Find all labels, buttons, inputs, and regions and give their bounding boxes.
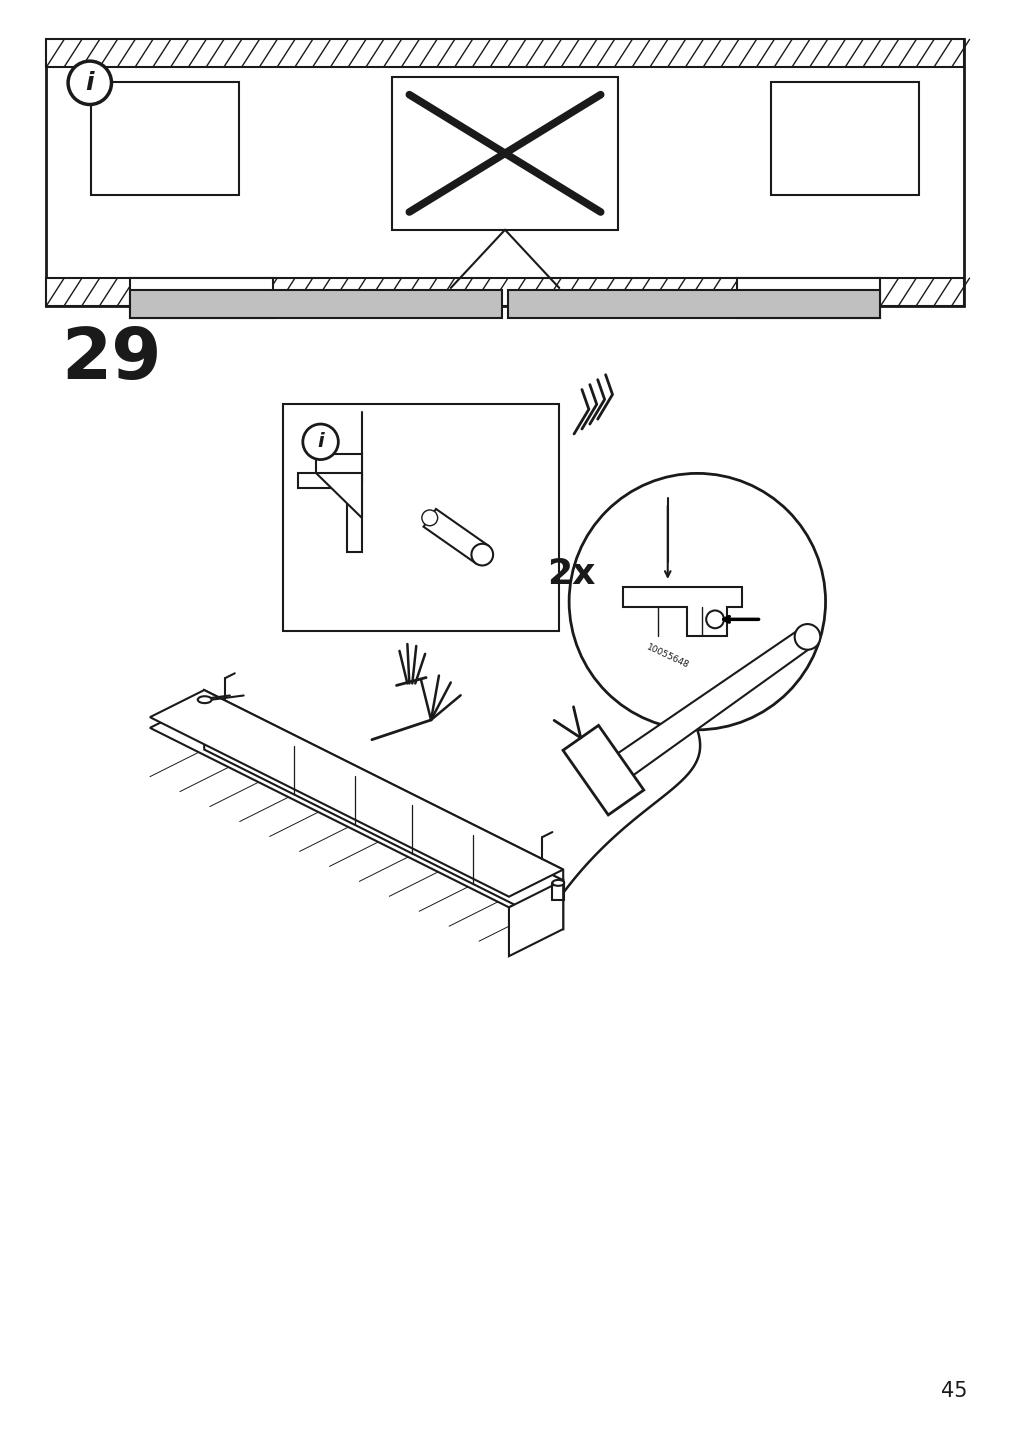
Circle shape: [471, 544, 492, 566]
Polygon shape: [297, 454, 362, 553]
Polygon shape: [623, 587, 741, 636]
Bar: [130, 289, 501, 318]
Polygon shape: [562, 726, 643, 815]
Bar: [91, 82, 239, 195]
Bar: [736, 278, 879, 318]
Circle shape: [568, 474, 825, 730]
Bar: [130, 278, 273, 318]
Polygon shape: [204, 690, 563, 881]
Polygon shape: [150, 690, 563, 896]
Text: i: i: [317, 432, 324, 451]
Circle shape: [68, 62, 111, 105]
Text: 29: 29: [61, 325, 162, 394]
Ellipse shape: [197, 696, 211, 703]
Bar: [47, 40, 962, 305]
Polygon shape: [204, 700, 563, 929]
Polygon shape: [589, 629, 813, 795]
Bar: [770, 82, 918, 195]
Circle shape: [794, 624, 820, 650]
Circle shape: [302, 424, 338, 460]
Circle shape: [706, 610, 723, 629]
Circle shape: [817, 137, 828, 149]
Bar: [391, 77, 618, 229]
Polygon shape: [150, 700, 563, 908]
Bar: [47, 278, 962, 305]
Text: 10055648: 10055648: [644, 643, 690, 670]
Text: 45: 45: [939, 1380, 967, 1400]
Circle shape: [422, 510, 437, 526]
Text: i: i: [85, 70, 94, 95]
Bar: [47, 40, 962, 67]
Circle shape: [467, 158, 480, 170]
Polygon shape: [315, 474, 362, 518]
Bar: [508, 289, 879, 318]
Text: 2x: 2x: [547, 557, 595, 591]
Circle shape: [137, 137, 149, 149]
Ellipse shape: [552, 879, 564, 886]
Polygon shape: [424, 508, 488, 564]
Polygon shape: [509, 881, 563, 957]
Bar: [283, 404, 559, 632]
